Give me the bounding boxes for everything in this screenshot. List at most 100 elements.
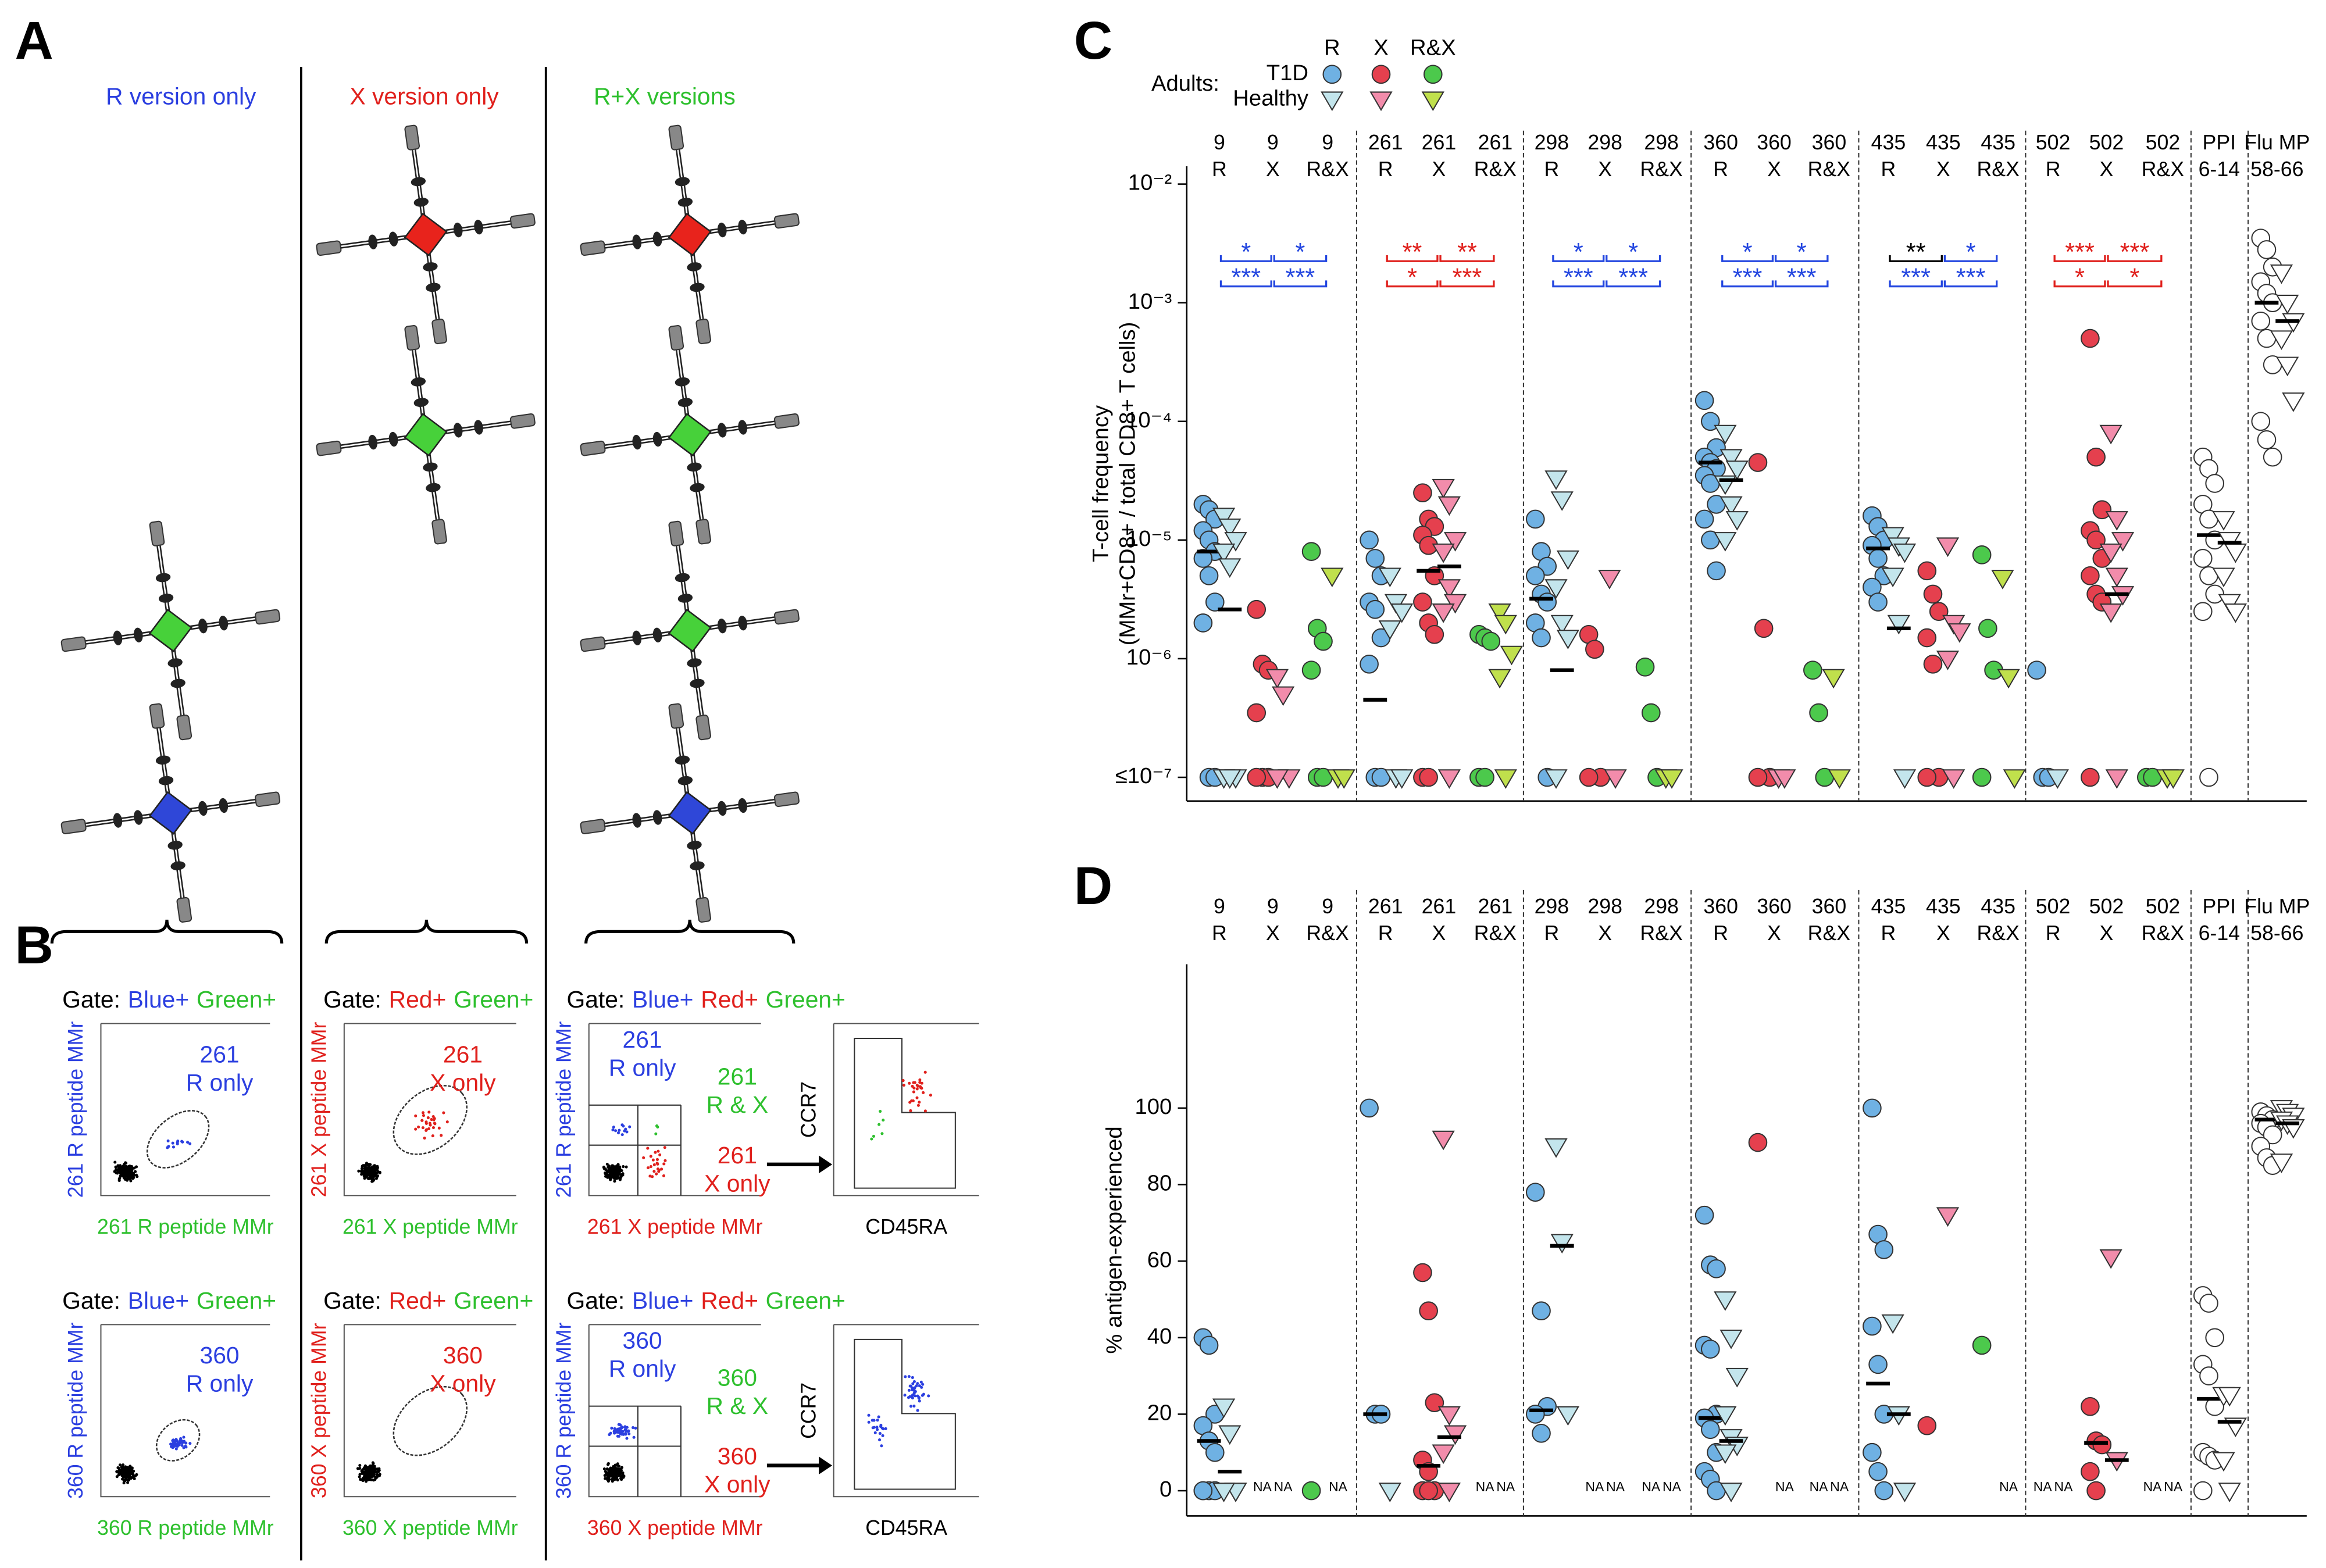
event-dot (618, 1128, 621, 1132)
na-label: NA (1496, 1479, 1515, 1494)
event-dot (420, 1119, 424, 1122)
population-label: X only (704, 1170, 770, 1196)
point (1714, 532, 1737, 552)
core (404, 212, 448, 256)
event-dot (929, 1094, 932, 1097)
event-dot (378, 1473, 381, 1476)
event-dot (915, 1384, 918, 1388)
point (1218, 518, 1242, 538)
point (1378, 1483, 1401, 1502)
point (1301, 1481, 1321, 1501)
event-dot (879, 1109, 882, 1113)
significance-bracket (1552, 280, 1605, 288)
event-dot (615, 1166, 618, 1170)
multimer (580, 520, 800, 741)
point (1437, 579, 1461, 599)
point (1893, 1483, 1917, 1502)
gate (588, 1104, 682, 1196)
significance-bracket (1386, 255, 1439, 262)
event-dot (649, 1165, 652, 1169)
event-dot (118, 1463, 122, 1467)
domain (113, 813, 123, 828)
y-tick-label: 80 (1147, 1171, 1172, 1196)
y-tick-label: 10⁻⁶ (1126, 645, 1172, 670)
gate-name: Green+ (454, 986, 533, 1013)
event-dot (607, 1476, 611, 1479)
brace (50, 919, 284, 944)
point (1641, 703, 1661, 723)
event-dot (373, 1465, 376, 1468)
point (2081, 1462, 2100, 1481)
point (2218, 1387, 2241, 1407)
event-dot (615, 1469, 618, 1472)
event-dot (116, 1164, 120, 1167)
panel-letter: C (1074, 11, 1112, 70)
event-dot (655, 1172, 658, 1176)
point (2212, 1452, 2235, 1472)
event-dot (113, 1160, 117, 1164)
na-label: NA (2143, 1479, 2163, 1494)
point (1532, 1424, 1551, 1443)
event-dot (613, 1463, 617, 1467)
event-dot (618, 1165, 621, 1169)
column-peptide: 502 (2146, 131, 2181, 154)
event-dot (654, 1151, 657, 1154)
gate-word: Gate: (323, 986, 381, 1013)
point (2046, 769, 2069, 789)
event-dot (365, 1465, 368, 1469)
plot-frame (100, 1324, 270, 1498)
column-peptide: PPI (2203, 131, 2236, 154)
significance-bracket (1273, 255, 1328, 262)
point (1868, 1462, 1888, 1481)
point (1822, 669, 1845, 689)
event-dot (627, 1432, 631, 1435)
event-dot (918, 1101, 921, 1104)
point (2205, 474, 2224, 493)
event-dot (361, 1170, 364, 1173)
column-peptide: 502 (2036, 131, 2071, 154)
event-dot (124, 1472, 127, 1476)
event-dot (622, 1124, 625, 1128)
y-axis-label: 360 R peptide MMr (552, 1322, 575, 1499)
event-dot (171, 1141, 174, 1145)
point (1212, 543, 1236, 563)
point (1218, 558, 1242, 578)
point (1714, 1444, 1737, 1465)
event-dot (373, 1478, 377, 1481)
event-dot (129, 1466, 133, 1469)
point (1432, 1444, 1455, 1465)
event-dot (646, 1146, 650, 1150)
event-dot (368, 1474, 372, 1478)
event-dot (358, 1473, 362, 1476)
domain (690, 678, 705, 688)
event-dot (615, 1430, 619, 1434)
y-axis-label: 360 R peptide MMr (64, 1322, 87, 1499)
population-label: R only (186, 1370, 254, 1397)
point (1360, 530, 1379, 550)
significance-label: *** (1286, 263, 1315, 291)
column-version: X (1767, 158, 1781, 181)
event-dot (119, 1164, 122, 1167)
domain (453, 222, 463, 238)
na-label: NA (2164, 1479, 2183, 1494)
event-dot (358, 1463, 362, 1467)
significance-label: *** (1453, 263, 1482, 291)
event-dot (920, 1081, 923, 1085)
domain (170, 678, 185, 688)
column-version: R&X (1474, 158, 1517, 181)
y-tick-label: 60 (1147, 1247, 1172, 1272)
column-version: X (1936, 921, 1950, 945)
event-dot (421, 1126, 424, 1130)
point (2199, 1366, 2218, 1385)
gate (155, 1419, 201, 1462)
event-dot (623, 1432, 626, 1435)
event-dot (119, 1173, 123, 1177)
event-dot (914, 1390, 917, 1394)
event-dot (907, 1396, 911, 1399)
event-dot (376, 1165, 379, 1168)
point (1748, 453, 1768, 472)
column-peptide: 360 (1757, 131, 1792, 154)
gate-label: Gate: Red+ Green+ (323, 986, 533, 1013)
column-peptide: 360 (1703, 131, 1738, 154)
y-tick-label: 10⁻⁴ (1126, 408, 1172, 433)
